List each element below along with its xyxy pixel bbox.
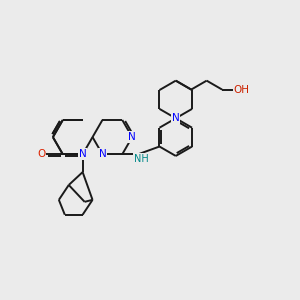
Text: O: O [37, 149, 45, 159]
Text: N: N [79, 149, 86, 159]
Text: N: N [99, 149, 106, 159]
Text: N: N [128, 132, 136, 142]
Text: N: N [172, 113, 180, 123]
Text: NH: NH [134, 154, 148, 164]
Text: OH: OH [233, 85, 250, 94]
